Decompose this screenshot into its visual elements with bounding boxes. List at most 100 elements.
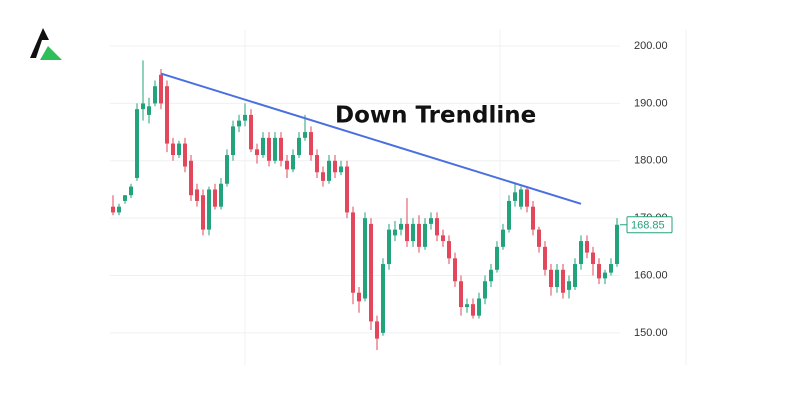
candle-body xyxy=(609,264,613,273)
candle-body xyxy=(405,223,409,242)
candle-body xyxy=(333,160,337,173)
candle-body xyxy=(165,86,169,144)
candle-body xyxy=(351,212,355,293)
candle-body xyxy=(279,137,283,161)
candle-body xyxy=(525,189,529,207)
candle-body xyxy=(363,218,367,299)
candles xyxy=(111,60,619,351)
candle-body xyxy=(429,218,433,224)
candle-body xyxy=(291,155,295,170)
trendline xyxy=(160,72,582,205)
candle-body xyxy=(375,321,379,339)
candle-body xyxy=(459,281,463,308)
candle-body xyxy=(189,160,193,196)
candle-body xyxy=(195,189,199,201)
y-tick-label: 200.00 xyxy=(634,40,668,52)
candle-body xyxy=(597,264,601,279)
candle-body xyxy=(285,160,289,170)
logo-mark xyxy=(30,28,49,58)
candle-body xyxy=(153,86,157,104)
candle-body xyxy=(555,269,559,287)
candle-body xyxy=(321,172,325,181)
candle-body xyxy=(567,281,571,290)
candle-body xyxy=(315,155,319,173)
candle-body xyxy=(327,160,331,181)
candle-body xyxy=(447,241,451,259)
candle-body xyxy=(411,223,415,242)
candle-body xyxy=(261,137,265,156)
candle-body xyxy=(465,304,469,308)
candle-body xyxy=(603,272,607,279)
candle-body xyxy=(339,166,343,173)
candle-body xyxy=(237,120,241,127)
candle-body xyxy=(249,114,253,150)
candle-body xyxy=(129,186,133,196)
candle-body xyxy=(477,298,481,316)
candle-body xyxy=(573,264,577,287)
candle-body xyxy=(507,200,511,230)
y-tick-label: 150.00 xyxy=(634,327,668,339)
candle-body xyxy=(213,189,217,207)
candle-body xyxy=(267,137,271,161)
candle-body xyxy=(417,223,421,247)
candle-body xyxy=(243,114,247,121)
candle-body xyxy=(171,143,175,156)
candle-body xyxy=(117,206,121,213)
candle-body xyxy=(441,235,445,242)
candle-body xyxy=(615,224,619,265)
candle-body xyxy=(147,106,151,115)
candle-body xyxy=(135,109,139,178)
candle-body xyxy=(423,223,427,247)
candle-body xyxy=(549,269,553,287)
candle-body xyxy=(309,132,313,156)
candle-body xyxy=(393,229,397,236)
candle-body xyxy=(519,189,523,207)
candle-body xyxy=(483,281,487,299)
y-tick-label: 160.00 xyxy=(634,269,668,281)
candle-body xyxy=(159,74,163,104)
candle-body xyxy=(177,143,181,156)
last-price-box xyxy=(626,216,673,234)
candle-body xyxy=(513,192,517,201)
logo xyxy=(30,28,62,60)
candle-body xyxy=(111,206,115,213)
candle-body xyxy=(183,143,187,167)
candle-body xyxy=(225,155,229,184)
candle-body xyxy=(345,166,349,213)
annotation: Down Trendline xyxy=(335,103,536,129)
candle-body xyxy=(207,189,211,230)
candle-body xyxy=(537,229,541,247)
candle-body xyxy=(231,126,235,156)
candle-body xyxy=(255,149,259,156)
candle-body xyxy=(453,258,457,282)
candle-body xyxy=(141,103,145,110)
candle-body xyxy=(531,206,535,230)
candle-body xyxy=(201,195,205,230)
candle-body xyxy=(489,269,493,282)
candle-body xyxy=(543,246,547,270)
candle-body xyxy=(381,264,385,333)
candle-body xyxy=(273,137,277,161)
last-price-label: 168.85 xyxy=(631,220,665,232)
candle-body xyxy=(495,246,499,270)
overlay: 168.85 xyxy=(160,72,673,234)
y-tick-label: 190.00 xyxy=(634,97,668,109)
candle-body xyxy=(219,183,223,207)
candle-body xyxy=(579,241,583,265)
candle-body xyxy=(399,223,403,230)
candle-body xyxy=(591,252,595,265)
candle-body xyxy=(297,137,301,156)
candle-body xyxy=(471,304,475,316)
candle-body xyxy=(561,269,565,293)
candle-body xyxy=(501,229,505,247)
y-tick-label: 180.00 xyxy=(634,155,668,167)
candle-body xyxy=(357,292,361,302)
logo-accent xyxy=(40,46,62,60)
candle-body xyxy=(123,195,127,201)
candle-body xyxy=(435,218,439,236)
candle-body xyxy=(585,241,589,253)
candle-body xyxy=(387,229,391,265)
candle-body xyxy=(303,132,307,138)
